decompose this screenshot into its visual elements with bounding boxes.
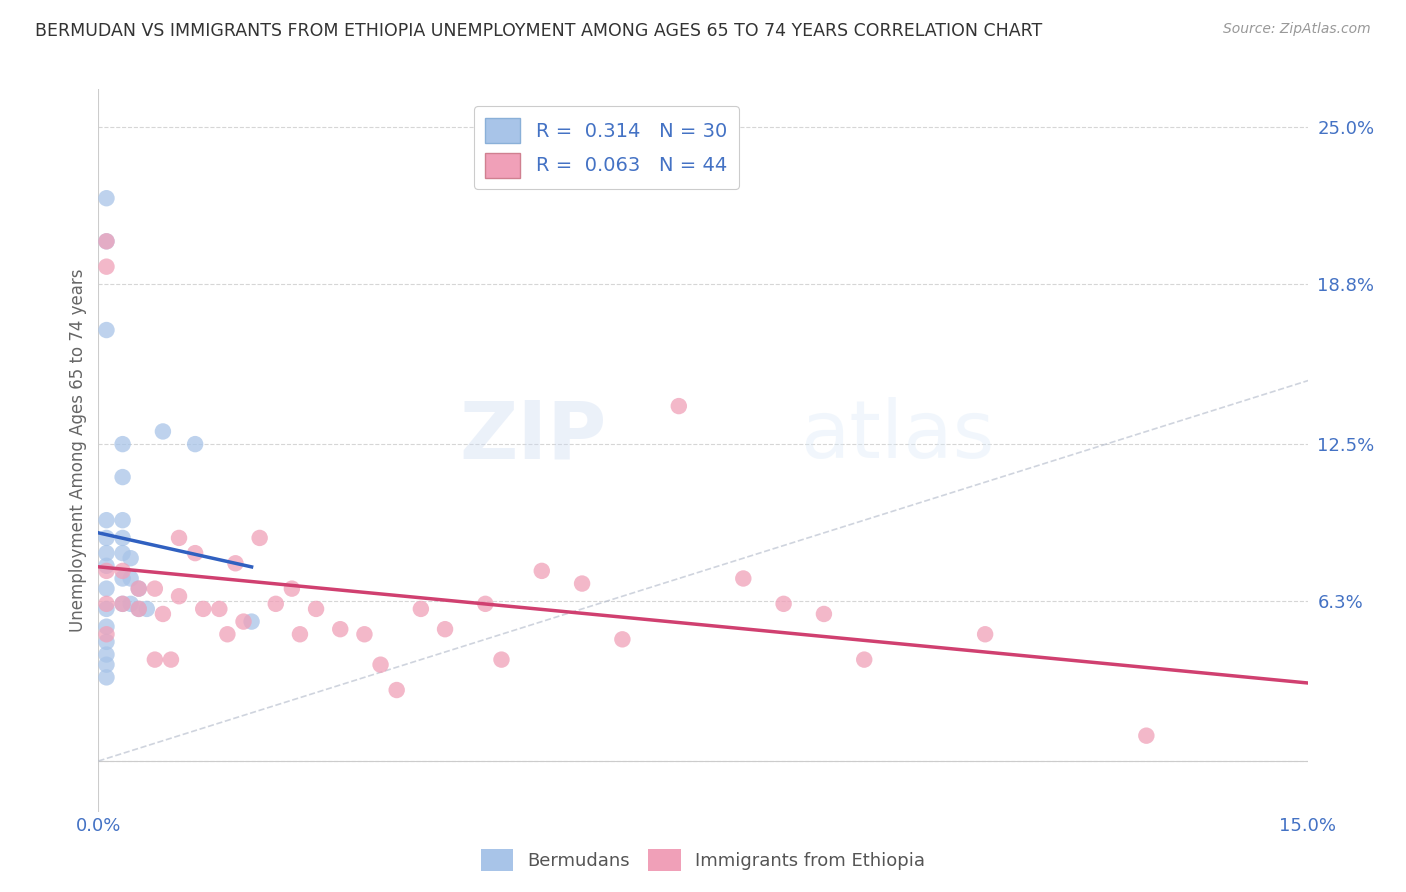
Point (96, 597, 118, 611)
Point (96, 582, 118, 596)
Point (733, 572, 755, 586)
Point (143, 652, 166, 666)
Legend: Bermudans, Immigrants from Ethiopia: Bermudans, Immigrants from Ethiopia (474, 842, 932, 879)
Point (281, 582, 304, 596)
Point (232, 615, 254, 629)
Point (288, 627, 311, 641)
Point (208, 602, 231, 616)
Point (974, 627, 997, 641)
Point (111, 513, 134, 527)
Text: BERMUDAN VS IMMIGRANTS FROM ETHIOPIA UNEMPLOYMENT AMONG AGES 65 TO 74 YEARS CORR: BERMUDAN VS IMMIGRANTS FROM ETHIOPIA UNE… (35, 22, 1042, 40)
Point (128, 602, 150, 616)
Point (571, 576, 593, 591)
Point (128, 602, 150, 616)
Point (111, 572, 134, 586)
Point (184, 546, 207, 560)
Point (96, 657, 118, 672)
Point (111, 470, 134, 484)
Point (772, 597, 794, 611)
Point (217, 627, 239, 641)
Point (152, 425, 174, 439)
Point (249, 531, 271, 545)
Point (96, 531, 118, 545)
Point (96, 235, 118, 249)
Text: atlas: atlas (800, 397, 994, 475)
Point (96, 546, 118, 560)
Point (96, 627, 118, 641)
Point (120, 572, 142, 586)
Point (305, 602, 328, 616)
Point (96, 602, 118, 616)
Point (530, 564, 553, 578)
Text: Source: ZipAtlas.com: Source: ZipAtlas.com (1223, 22, 1371, 37)
Point (96, 513, 118, 527)
Point (96, 558, 118, 573)
Point (612, 632, 634, 647)
Point (96, 648, 118, 662)
Point (96, 323, 118, 337)
Point (96, 635, 118, 649)
Point (167, 589, 190, 603)
Point (111, 597, 134, 611)
Point (491, 652, 513, 666)
Point (224, 556, 246, 570)
Point (96, 260, 118, 274)
Y-axis label: Unemployment Among Ages 65 to 74 years: Unemployment Among Ages 65 to 74 years (69, 268, 87, 632)
Point (96, 235, 118, 249)
Point (152, 607, 174, 621)
Point (409, 602, 432, 616)
Point (111, 546, 134, 560)
Point (353, 627, 375, 641)
Point (135, 602, 157, 616)
Point (329, 622, 352, 636)
Point (160, 652, 183, 666)
Point (668, 399, 690, 413)
Text: ZIP: ZIP (458, 397, 606, 475)
Point (96, 670, 118, 684)
Point (385, 683, 408, 698)
Point (120, 597, 142, 611)
Point (96, 564, 118, 578)
Point (120, 551, 142, 566)
Point (128, 582, 150, 596)
Point (813, 607, 835, 621)
Point (434, 622, 457, 636)
Point (193, 602, 215, 616)
Point (370, 657, 392, 672)
Point (143, 582, 166, 596)
Point (264, 597, 287, 611)
Point (111, 437, 134, 451)
Point (853, 652, 876, 666)
Point (1135, 729, 1157, 743)
Point (111, 597, 134, 611)
Point (96, 620, 118, 634)
Point (96, 191, 118, 205)
Point (128, 582, 150, 596)
Point (111, 531, 134, 545)
Legend: R =  0.314   N = 30, R =  0.063   N = 44: R = 0.314 N = 30, R = 0.063 N = 44 (474, 106, 738, 189)
Point (240, 615, 263, 629)
Point (167, 531, 190, 545)
Point (474, 597, 496, 611)
Point (111, 564, 134, 578)
Point (184, 437, 207, 451)
